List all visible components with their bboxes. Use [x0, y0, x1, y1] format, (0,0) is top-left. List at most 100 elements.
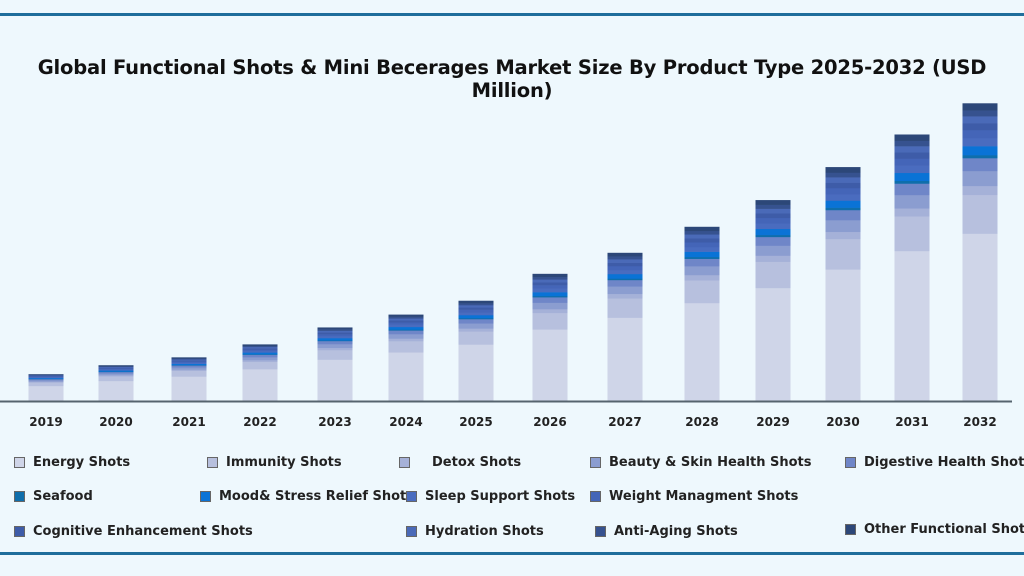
legend-label: Cognitive Enhancement Shots — [33, 524, 253, 539]
legend-item: Weight Managment Shots — [590, 489, 798, 504]
bar-segment-2021-8 — [171, 361, 207, 363]
bar-segment-2032-9 — [962, 123, 998, 131]
legend-swatch — [406, 491, 417, 502]
x-tick-label: 2025 — [459, 415, 492, 429]
bar-segment-2029-6 — [755, 228, 791, 236]
bar-segment-2026-4 — [532, 297, 568, 303]
bar-segment-2025-8 — [458, 309, 494, 313]
bar-segment-2023-9 — [317, 332, 353, 335]
x-tick-label: 2026 — [533, 415, 566, 429]
legend-item: Hydration Shots — [406, 524, 544, 539]
bar-segment-2022-0 — [242, 369, 278, 402]
legend-item: Anti-Aging Shots — [595, 524, 738, 539]
legend-swatch — [399, 457, 410, 468]
bar-segment-2028-11 — [684, 230, 720, 235]
legend-swatch — [14, 491, 25, 502]
bar-segment-2032-1 — [962, 194, 998, 234]
x-tick-label: 2020 — [99, 415, 132, 429]
bar-segment-2025-1 — [458, 331, 494, 345]
bar-segment-2030-2 — [825, 231, 861, 240]
bar-segment-2024-0 — [388, 352, 424, 402]
bar-segment-2020-5 — [98, 371, 134, 373]
bar-segment-2023-5 — [317, 340, 353, 342]
bar-segment-2030-10 — [825, 177, 861, 183]
bar-segment-2028-0 — [684, 302, 720, 402]
x-tick-label: 2031 — [895, 415, 928, 429]
bar-segment-2022-5 — [242, 354, 278, 355]
bar-segment-2021-10 — [171, 359, 207, 361]
bar-segment-2019-8 — [28, 376, 64, 378]
bar-segment-2025-4 — [458, 318, 494, 324]
bar-segment-2031-3 — [894, 194, 930, 209]
legend-item: Cognitive Enhancement Shots — [14, 524, 253, 539]
bar-segment-2029-5 — [755, 234, 791, 238]
bar-segment-2032-3 — [962, 170, 998, 187]
bar-segment-2024-10 — [388, 318, 424, 321]
bar-segment-2025-12 — [458, 300, 494, 304]
bar-segment-2026-6 — [532, 292, 568, 297]
x-tick-label: 2032 — [963, 415, 996, 429]
bar-segment-2019-9 — [28, 375, 64, 377]
bar-segment-2023-8 — [317, 334, 353, 337]
bar-segment-2032-5 — [962, 155, 998, 159]
bar-segment-2028-2 — [684, 274, 720, 281]
bar-segment-2027-10 — [607, 259, 643, 263]
bar-segment-2025-2 — [458, 328, 494, 332]
chart-title: Global Functional Shots & Mini Becerages… — [37, 56, 987, 102]
legend-item: Digestive Health Shots — [845, 455, 1024, 470]
bar-segment-2027-1 — [607, 298, 643, 318]
bar-segment-2031-2 — [894, 208, 930, 217]
bar-segment-2029-7 — [755, 223, 791, 230]
bar-segment-2030-3 — [825, 220, 861, 233]
bar-segment-2030-4 — [825, 209, 861, 221]
x-tick-label: 2021 — [172, 415, 205, 429]
bar-segment-2024-11 — [388, 316, 424, 319]
bar-segment-2024-4 — [388, 330, 424, 335]
legend-swatch — [14, 526, 25, 537]
legend-label: Energy Shots — [33, 455, 131, 470]
bar-segment-2030-11 — [825, 172, 861, 178]
bar-segment-2028-4 — [684, 258, 720, 267]
bar-segment-2019-11 — [28, 374, 64, 376]
bar-segment-2022-1 — [242, 361, 278, 370]
bar-segment-2032-12 — [962, 103, 998, 111]
bar-segment-2027-12 — [607, 252, 643, 257]
bar-segment-2019-3 — [28, 380, 64, 382]
bar-segment-2024-8 — [388, 322, 424, 325]
legend-swatch — [845, 524, 856, 535]
bar-segment-2025-0 — [458, 344, 494, 402]
legend-item: Other Functional Shots — [845, 522, 1024, 537]
bar-segment-2025-7 — [458, 312, 494, 316]
bar-segment-2023-1 — [317, 349, 353, 360]
bar-segment-2022-2 — [242, 360, 278, 363]
bar-segment-2019-7 — [28, 377, 64, 379]
legend-swatch — [590, 457, 601, 468]
bar-segment-2026-8 — [532, 285, 568, 289]
bar-segment-2020-4 — [98, 371, 134, 374]
bar-segment-2019-4 — [28, 378, 64, 381]
bar-segment-2020-2 — [98, 375, 134, 377]
legend-label: Weight Managment Shots — [609, 489, 799, 504]
bar-segment-2022-6 — [242, 352, 278, 355]
bar-segment-2026-9 — [532, 282, 568, 286]
bar-segment-2019-1 — [28, 382, 64, 387]
bar-segment-2031-9 — [894, 152, 930, 159]
bar-segment-2022-9 — [242, 348, 278, 350]
bar-segment-2032-7 — [962, 137, 998, 147]
bar-segment-2026-11 — [532, 276, 568, 280]
bar-segment-2023-2 — [317, 347, 353, 351]
bar-segment-2021-1 — [171, 370, 207, 377]
bar-segment-2021-2 — [171, 369, 207, 372]
legend-label: Digestive Health Shots — [864, 455, 1024, 470]
legend-item: Beauty & Skin Health Shots — [590, 455, 812, 470]
bar-segment-2030-6 — [825, 200, 861, 208]
bar-segment-2031-5 — [894, 180, 930, 184]
bar-segment-2029-12 — [755, 200, 791, 205]
legend-item: Energy Shots — [14, 455, 130, 470]
bar-segment-2023-12 — [317, 327, 353, 330]
top-border — [0, 13, 1024, 16]
legend-label: Mood& Stress Relief Shots — [219, 489, 415, 504]
bar-segment-2029-4 — [755, 236, 791, 246]
bar-segment-2021-3 — [171, 367, 207, 370]
bar-segment-2031-10 — [894, 146, 930, 153]
